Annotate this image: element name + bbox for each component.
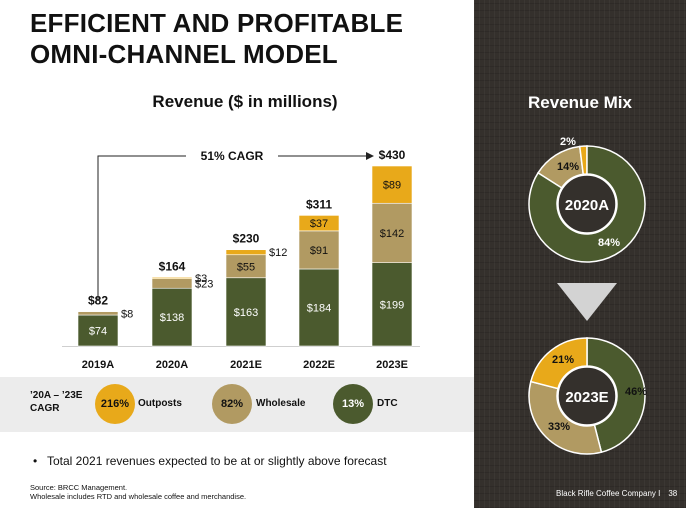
bar-label-dtc-2019A: $74 [89,326,107,338]
revenue-mix-panel: Revenue Mix 2020A 84% 14% 2% 2023E 46% 33% 21% … [474,0,686,508]
revenue-chart-title: Revenue ($ in millions) [152,92,338,111]
donut-2020a-label-outposts: 2% [560,136,576,148]
bar-total-2020A: $164 [159,259,186,273]
cagr-label: ’20A – ’23E CAGR [30,389,82,415]
footer-company: Black Rifle Coffee Company I [556,489,661,498]
source-note: Source: BRCC Management. Wholesale inclu… [30,483,246,501]
donut-2023e-label-wholesale: 33% [548,421,570,433]
bar-outposts-2023E [371,165,413,204]
source-line2: Wholesale includes RTD and wholesale cof… [30,492,247,501]
donut-2020a-label-wholesale: 14% [557,161,579,173]
bar-total-2023E: $430 [379,148,406,162]
x-tick-2022E: 2022E [303,359,335,371]
bar-outposts-2022E [298,215,340,232]
slide-title-line1: EFFICIENT AND PROFITABLE [30,8,404,38]
donut-2020a-label-dtc: 84% [598,237,620,249]
dtc-cagr-name: DTC [377,398,398,409]
outposts-cagr-name: Outposts [138,398,182,409]
footer: Black Rifle Coffee Company I 38 [556,489,677,498]
dtc-cagr-value: 13% [341,398,365,410]
bar-dtc-2023E [371,262,413,347]
bar-total-2019A: $82 [88,294,108,308]
bar-label-outposts-2023E: $89 [383,180,401,192]
donut-2020a-slice-dtc [528,145,646,263]
slide-title-line2: OMNI-CHANNEL MODEL [30,39,338,69]
bar-label-outposts-2020A: $3 [195,273,207,285]
wholesale-cagr-circle: 82% [212,384,252,424]
donut-2023e-center-label: 2023E [565,389,608,406]
bar-wholesale-2020A [151,278,193,289]
revenue-mix-donuts: 2020A 84% 14% 2% 2023E 46% 33% 21% [528,136,647,455]
source-line1: Source: BRCC Management. [30,483,128,492]
donut-2020a-center [557,174,617,234]
bar-label-wholesale-2022E: $91 [310,245,328,257]
bar-label-dtc-2021E: $163 [234,307,258,319]
page-number: 38 [668,489,678,498]
bar-label-wholesale-2023E: $142 [380,228,404,240]
bar-label-dtc-2022E: $184 [307,302,331,314]
bullet-dot-icon: • [33,454,38,468]
cagr-label-line1: ’20A – ’23E [30,390,83,401]
bar-label-wholesale-2021E: $55 [237,261,255,273]
donut-2023e-label-dtc: 46% [625,386,647,398]
bar-label-dtc-2020A: $138 [160,312,184,324]
bar-total-2022E: $311 [306,197,332,211]
x-tick-2023E: 2023E [376,359,408,371]
revenue-bar-chart: $74 $8 $82 2019A $138 $23$3 $164 2020A $163 $55 $1… [62,148,420,371]
revenue-mix-title: Revenue Mix [528,93,632,112]
x-tick-2019A: 2019A [82,359,114,371]
donut-2020a-center-label: 2020A [565,197,609,214]
bar-wholesale-2023E [371,202,413,263]
x-tick-2021E: 2021E [230,359,262,371]
bar-label-outposts-2021E: $12 [269,247,287,259]
bullet-point: • Total 2021 revenues expected to be at o… [33,454,387,468]
cagr-label-line2: CAGR [30,403,60,414]
donut-2023e-label-outposts: 21% [552,354,574,366]
donut-2023e-slice-outposts [529,337,588,390]
bar-dtc-2022E [298,268,340,347]
bar-wholesale-2022E [298,230,340,270]
slide-title: EFFICIENT AND PROFITABLE OMNI-CHANNEL MO… [30,8,450,70]
outposts-cagr-value: 216% [100,398,130,410]
cagr-annotation: 51% CAGR [201,149,264,163]
bar-total-2021E: $230 [233,232,260,246]
bullet-text: Total 2021 revenues expected to be at or… [47,454,387,468]
bar-outposts-2021E [225,249,267,256]
donut-2023e-slice-dtc [586,337,646,454]
bar-label-outposts-2022E: $37 [310,218,328,230]
wholesale-cagr-value: 82% [220,398,244,410]
cagr-arrow [97,152,374,300]
donut-2023e-slice-wholesale [528,380,603,455]
bar-label-wholesale-2020A: $23 [195,278,213,290]
bar-label-dtc-2023E: $199 [380,299,404,311]
bar-label-wholesale-2019A: $8 [121,308,133,320]
dtc-cagr-circle: 13% [333,384,373,424]
wholesale-cagr-name: Wholesale [256,398,306,409]
bar-wholesale-2019A [77,311,119,316]
donut-2023e-center [557,366,617,426]
bar-dtc-2020A [151,287,193,347]
x-tick-2020A: 2020A [156,359,188,371]
bar-outposts-2020A [151,277,193,279]
down-arrow-icon [557,283,617,321]
outposts-cagr-circle: 216% [95,384,135,424]
